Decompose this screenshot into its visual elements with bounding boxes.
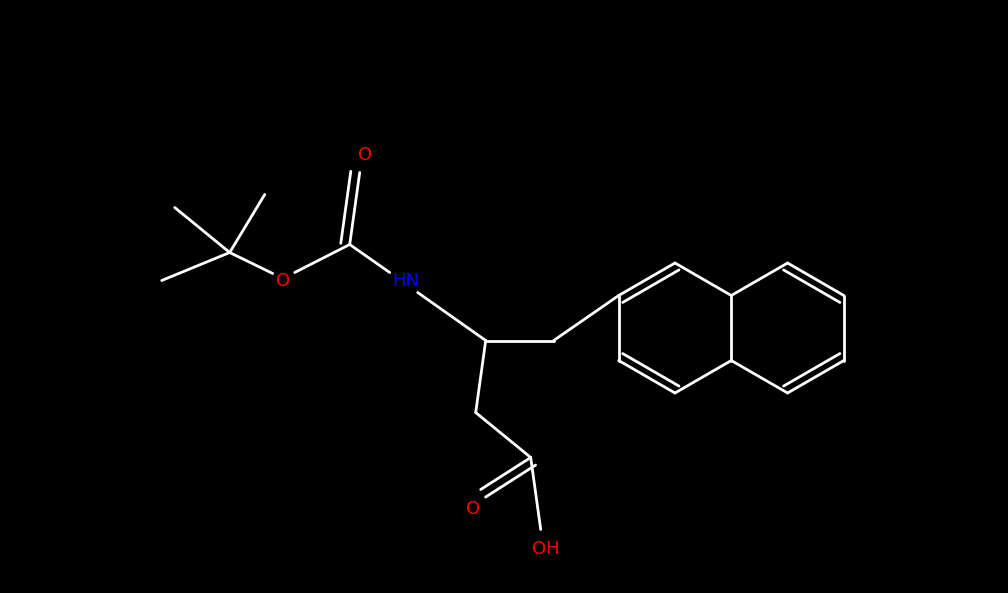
Text: O: O (358, 145, 372, 164)
Text: HN: HN (392, 272, 419, 289)
Text: OH: OH (532, 540, 559, 559)
Text: O: O (466, 500, 480, 518)
Text: O: O (275, 272, 289, 289)
